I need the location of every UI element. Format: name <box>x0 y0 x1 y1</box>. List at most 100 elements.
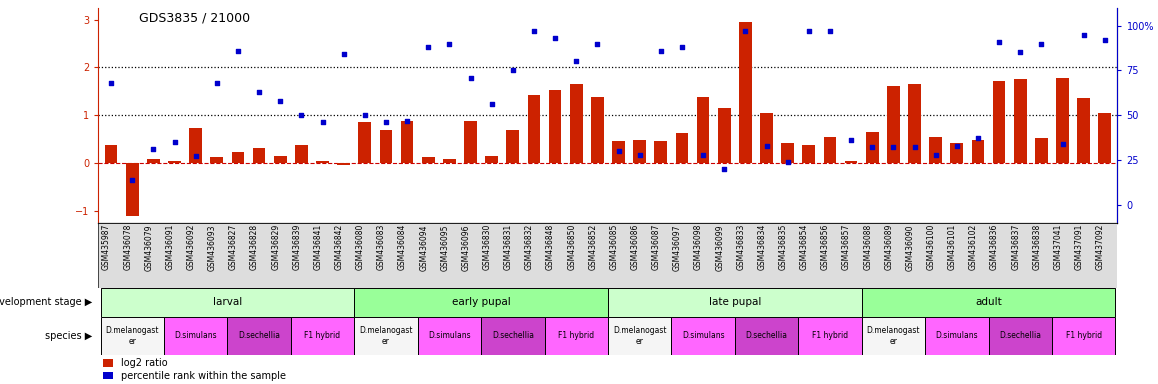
Bar <box>1056 78 1069 163</box>
Bar <box>168 161 181 163</box>
Bar <box>101 288 354 317</box>
Text: GSM436833: GSM436833 <box>736 224 746 270</box>
Text: GSM436097: GSM436097 <box>673 224 682 270</box>
Bar <box>354 317 418 355</box>
Bar <box>98 223 1117 288</box>
Text: D.melanogast
er: D.melanogast er <box>105 326 159 346</box>
Text: GSM436834: GSM436834 <box>757 224 767 270</box>
Bar <box>444 159 456 163</box>
Bar <box>190 128 201 163</box>
Point <box>376 119 395 126</box>
Text: GSM436098: GSM436098 <box>694 224 703 270</box>
Bar <box>1051 317 1115 355</box>
Point <box>1075 31 1093 38</box>
Bar <box>291 317 354 355</box>
Bar <box>972 140 984 163</box>
Text: GSM436842: GSM436842 <box>335 224 344 270</box>
Bar <box>380 131 393 163</box>
Point <box>799 28 818 34</box>
Bar <box>485 156 498 163</box>
Point <box>990 39 1009 45</box>
Text: GSM436835: GSM436835 <box>778 224 787 270</box>
Point <box>842 137 860 143</box>
Bar <box>359 122 372 163</box>
Bar <box>739 22 752 163</box>
Point <box>778 159 797 165</box>
Text: GSM436839: GSM436839 <box>292 224 301 270</box>
Point <box>504 67 522 73</box>
Text: GSM436087: GSM436087 <box>652 224 661 270</box>
Bar <box>613 141 625 163</box>
Text: GSM436093: GSM436093 <box>207 224 217 270</box>
Bar <box>887 86 900 163</box>
Bar <box>925 317 989 355</box>
Text: GSM436828: GSM436828 <box>250 224 259 270</box>
Point <box>335 51 353 57</box>
Bar <box>608 288 862 317</box>
Bar <box>481 317 544 355</box>
Bar <box>549 90 562 163</box>
Point <box>525 28 543 34</box>
Bar <box>675 133 688 163</box>
Bar <box>211 157 223 163</box>
Bar <box>866 132 879 163</box>
Bar <box>672 317 735 355</box>
Text: GSM436085: GSM436085 <box>609 224 618 270</box>
Text: GSM436857: GSM436857 <box>842 224 851 270</box>
Text: D.sechellia: D.sechellia <box>746 331 787 341</box>
Point <box>652 48 670 54</box>
Point <box>314 119 332 126</box>
Text: GSM436083: GSM436083 <box>378 224 386 270</box>
Bar <box>354 288 608 317</box>
Point <box>673 44 691 50</box>
Text: GSM436831: GSM436831 <box>504 224 513 270</box>
Text: GSM436830: GSM436830 <box>483 224 492 270</box>
Point <box>250 89 269 95</box>
Text: D.sechellia: D.sechellia <box>999 331 1041 341</box>
Bar <box>862 288 1115 317</box>
Text: GSM436841: GSM436841 <box>314 224 323 270</box>
Bar <box>101 317 164 355</box>
Bar <box>608 317 672 355</box>
Point <box>123 177 141 183</box>
Text: D.melanogast
er: D.melanogast er <box>613 326 666 346</box>
Legend: log2 ratio, percentile rank within the sample: log2 ratio, percentile rank within the s… <box>103 358 286 381</box>
Text: GSM436852: GSM436852 <box>588 224 598 270</box>
Text: GSM436079: GSM436079 <box>145 224 153 270</box>
Text: early pupal: early pupal <box>452 297 511 308</box>
Bar <box>862 317 925 355</box>
Point <box>419 44 438 50</box>
Bar <box>316 161 329 163</box>
Text: larval: larval <box>213 297 242 308</box>
Text: GSM436086: GSM436086 <box>631 224 639 270</box>
Point <box>102 80 120 86</box>
Text: GSM436099: GSM436099 <box>716 224 724 270</box>
Point <box>1011 50 1029 56</box>
Bar <box>908 84 921 163</box>
Point <box>757 142 776 149</box>
Bar <box>992 81 1005 163</box>
Text: GSM436837: GSM436837 <box>1011 224 1020 270</box>
Point <box>609 148 628 154</box>
Point <box>694 152 712 158</box>
Bar <box>227 317 291 355</box>
Point <box>969 136 988 142</box>
Point <box>356 112 374 118</box>
Point <box>906 144 924 151</box>
Point <box>483 101 501 108</box>
Bar <box>802 145 815 163</box>
Text: GSM436850: GSM436850 <box>567 224 577 270</box>
Bar <box>401 121 413 163</box>
Text: F1 hybrid: F1 hybrid <box>812 331 848 341</box>
Point <box>166 139 184 145</box>
Text: D.sechellia: D.sechellia <box>492 331 534 341</box>
Point <box>1095 37 1114 43</box>
Bar <box>528 95 541 163</box>
Bar <box>951 143 963 163</box>
Bar <box>718 108 731 163</box>
Bar <box>697 97 710 163</box>
Point <box>736 28 755 34</box>
Bar <box>930 137 941 163</box>
Text: GSM436091: GSM436091 <box>166 224 175 270</box>
Bar <box>1077 98 1090 163</box>
